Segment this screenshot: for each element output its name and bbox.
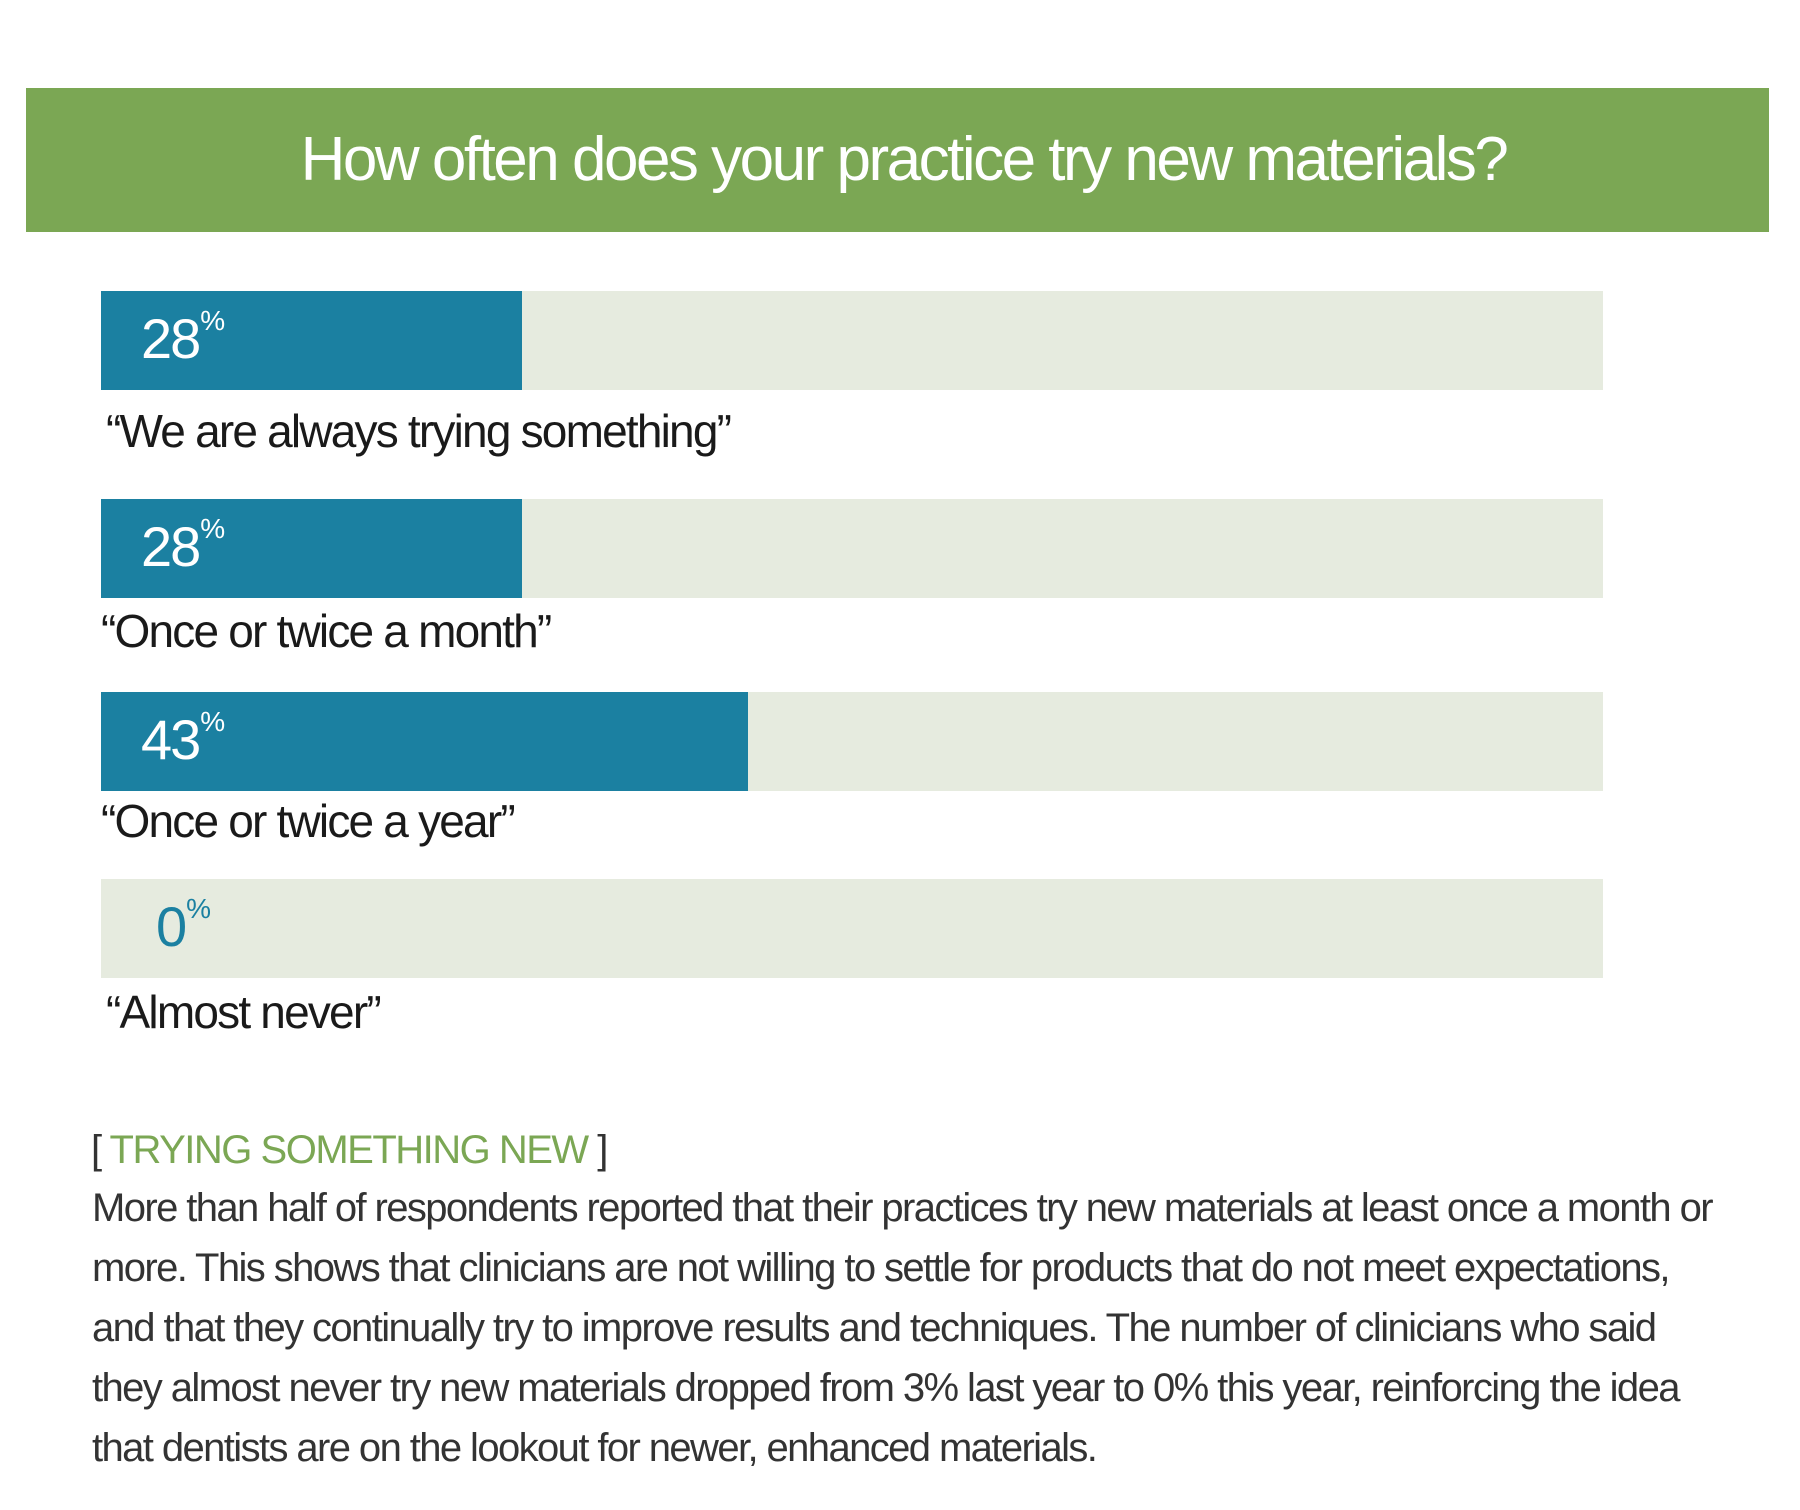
bar-value-label: 28% [141, 307, 225, 367]
bar-category-label: “We are always trying something” [106, 405, 732, 457]
heading-bracket-close: ] [587, 1128, 608, 1172]
bar-track: 28% [101, 499, 1603, 598]
percent-sign: % [200, 305, 226, 336]
bar-track: 28% [101, 291, 1603, 390]
bar-value-label: 0% [156, 895, 211, 955]
bar [101, 291, 522, 390]
percent-sign: % [200, 706, 226, 737]
bar-category-label: “Once or twice a month” [101, 605, 552, 657]
bar-value-number: 0 [156, 895, 187, 958]
bar-value-number: 28 [141, 307, 201, 370]
bar-category-label: “Almost never” [106, 986, 382, 1038]
bar [101, 692, 748, 791]
article-body: More than half of respondents reported t… [92, 1186, 1714, 1470]
section-heading: [ TRYING SOMETHING NEW ] [91, 1128, 608, 1172]
title-banner: How often does your practice try new mat… [26, 88, 1769, 232]
bar-track: 43% [101, 692, 1603, 791]
chart-title: How often does your practice try new mat… [300, 125, 1509, 194]
bar [101, 499, 522, 598]
bar-value-label: 28% [141, 515, 225, 575]
bar-value-label: 43% [141, 708, 225, 768]
bar-category-label: “Once or twice a year” [101, 795, 516, 847]
percent-sign: % [186, 893, 212, 924]
bar-value-number: 28 [141, 515, 201, 578]
percent-sign: % [200, 513, 226, 544]
bar-value-number: 43 [141, 708, 201, 771]
heading-text: TRYING SOMETHING NEW [109, 1128, 590, 1172]
heading-bracket-open: [ [91, 1128, 110, 1172]
bar-track: 0% [101, 879, 1603, 978]
